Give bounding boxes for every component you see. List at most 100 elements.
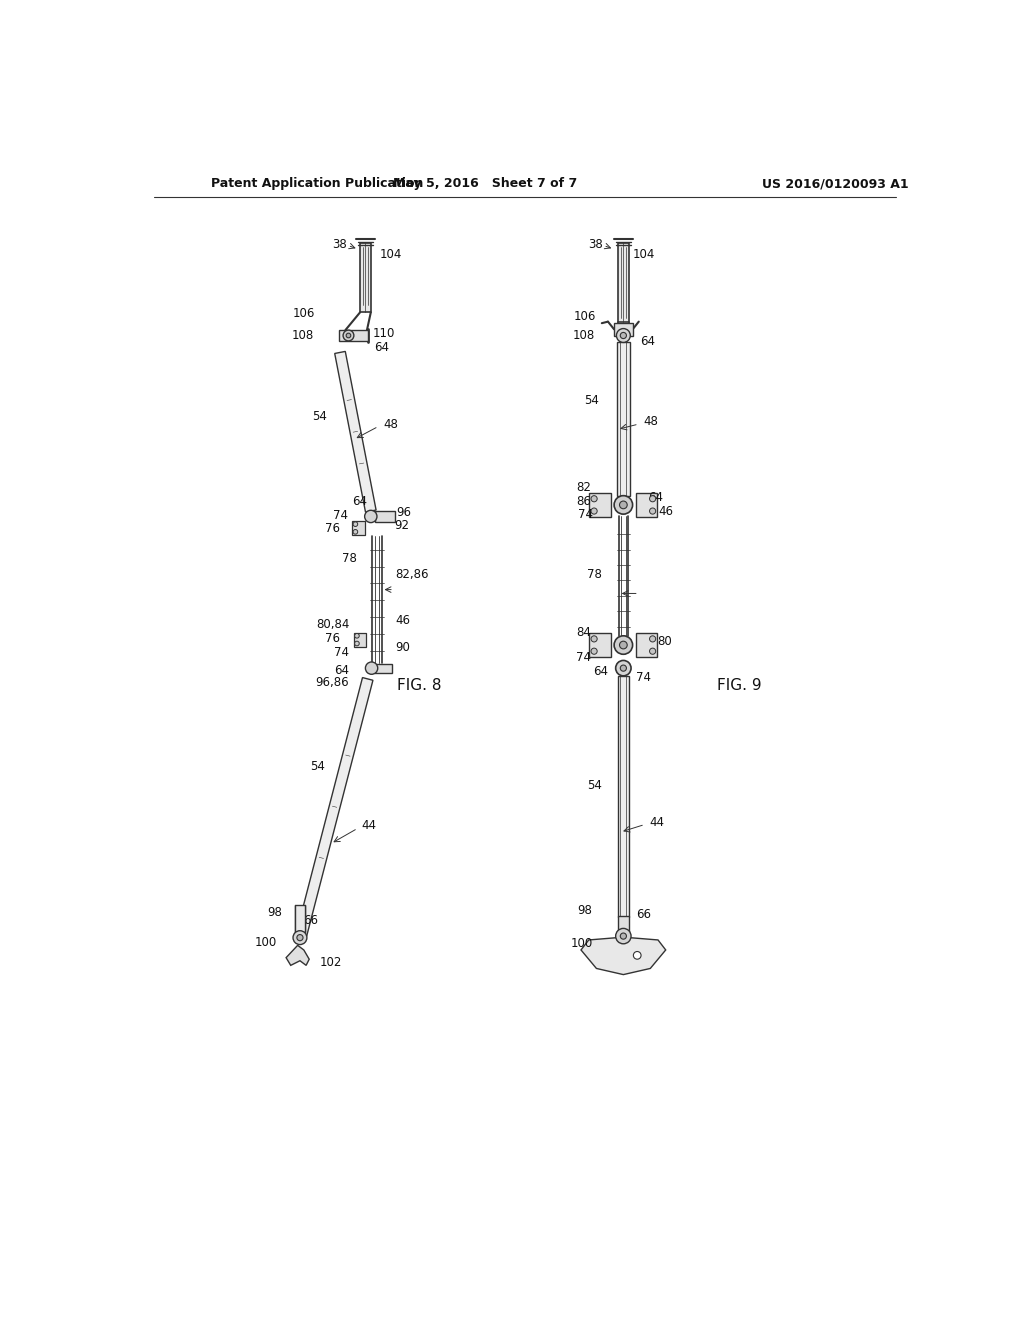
Circle shape [591,648,597,655]
Text: 102: 102 [319,956,342,969]
Circle shape [621,933,627,940]
Text: 66: 66 [303,915,318,927]
Text: 82: 82 [577,482,591,495]
Text: 48: 48 [643,416,658,428]
Circle shape [353,529,357,535]
Text: 78: 78 [587,568,602,581]
Text: 84: 84 [577,626,591,639]
Circle shape [293,931,307,945]
Text: 74: 74 [334,647,349,659]
Text: 106: 106 [574,310,596,323]
Text: May 5, 2016   Sheet 7 of 7: May 5, 2016 Sheet 7 of 7 [392,177,577,190]
Text: 80: 80 [657,635,672,648]
Circle shape [615,928,631,944]
Bar [617,916,629,933]
Circle shape [620,502,628,508]
Text: 82,86: 82,86 [395,568,429,581]
Polygon shape [335,351,376,512]
Text: 48: 48 [383,417,398,430]
Circle shape [346,333,351,338]
Text: 98: 98 [578,904,593,917]
Text: 64: 64 [593,665,608,678]
Bar [374,664,392,673]
Text: 64: 64 [648,491,663,504]
Circle shape [614,496,633,515]
Text: 98: 98 [267,907,283,920]
Text: 108: 108 [292,329,313,342]
Text: 64: 64 [334,664,349,677]
Text: 64: 64 [352,495,367,508]
Text: 46: 46 [395,614,411,627]
Text: 54: 54 [584,395,599,408]
Text: 74: 74 [577,651,591,664]
Text: 44: 44 [361,820,377,833]
Text: 108: 108 [572,329,595,342]
Text: 86: 86 [577,495,591,508]
Text: 110: 110 [373,326,394,339]
Text: 106: 106 [293,308,315,321]
Text: 96: 96 [396,506,412,519]
Text: 64: 64 [374,341,389,354]
Text: 38: 38 [588,238,602,251]
Circle shape [591,495,597,502]
Text: 104: 104 [633,248,655,261]
Circle shape [649,495,655,502]
Polygon shape [296,677,373,936]
Circle shape [591,636,597,642]
Bar [352,521,365,535]
Polygon shape [617,243,629,322]
Circle shape [354,634,359,638]
Circle shape [621,333,627,339]
Polygon shape [295,906,304,932]
Circle shape [366,663,378,675]
Polygon shape [617,342,630,496]
Text: 104: 104 [379,248,401,261]
Circle shape [649,508,655,515]
Text: 74: 74 [636,671,650,684]
Polygon shape [286,945,309,965]
Polygon shape [581,937,666,974]
Text: 90: 90 [395,640,411,653]
Text: 100: 100 [570,937,593,950]
Text: 76: 76 [325,631,340,644]
Text: 100: 100 [255,936,276,949]
Text: 92: 92 [394,519,410,532]
Text: 80,84: 80,84 [315,618,349,631]
Bar [636,632,657,657]
Polygon shape [360,243,371,313]
Text: 54: 54 [312,409,327,422]
Text: 74: 74 [334,510,348,523]
Text: 96,86: 96,86 [315,676,349,689]
Text: FIG. 9: FIG. 9 [717,678,761,693]
Text: 44: 44 [649,816,665,829]
Text: 66: 66 [636,908,650,921]
Bar [590,492,611,517]
Text: 46: 46 [658,504,674,517]
Text: 54: 54 [309,760,325,774]
Text: 74: 74 [578,508,593,520]
Text: FIG. 8: FIG. 8 [397,678,441,693]
Circle shape [297,935,303,941]
Text: 78: 78 [342,552,357,565]
Circle shape [649,636,655,642]
Bar [636,492,657,517]
Bar [590,632,611,657]
Circle shape [591,508,597,515]
Text: 76: 76 [325,521,340,535]
Circle shape [614,636,633,655]
Bar [614,323,633,335]
Circle shape [354,642,359,645]
Bar [354,632,367,647]
Text: 64: 64 [640,335,655,348]
Circle shape [620,642,628,649]
Text: US 2016/0120093 A1: US 2016/0120093 A1 [762,177,908,190]
Circle shape [343,330,354,341]
Circle shape [649,648,655,655]
Bar [375,511,394,521]
Polygon shape [617,676,629,917]
Circle shape [616,329,631,342]
Text: 38: 38 [332,238,347,251]
Circle shape [634,952,641,960]
Circle shape [365,511,377,523]
Text: Patent Application Publication: Patent Application Publication [211,177,424,190]
